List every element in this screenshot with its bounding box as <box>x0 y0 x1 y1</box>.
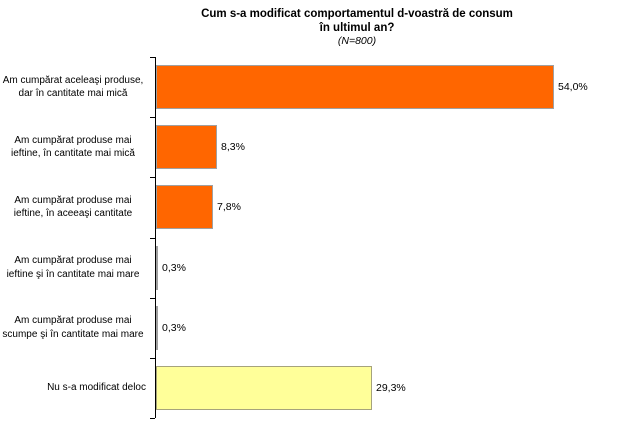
chart-title-line-1: Cum s-a modificat comportamentul d-voast… <box>201 8 513 20</box>
chart-row: Am cumpărat produse mai ieftine, în acee… <box>0 177 624 237</box>
value-label: 7,8% <box>217 201 241 214</box>
bar-cell: 7,8% <box>155 177 624 237</box>
chart-row: Nu s-a modificat deloc 29,3% <box>0 358 624 418</box>
axis-tick <box>150 177 155 178</box>
category-label-cell: Am cumpărat produse mai scumpe şi în can… <box>0 298 155 358</box>
bar-cell: 8,3% <box>155 117 624 177</box>
category-label: Am cumpărat produse mai scumpe şi în can… <box>2 315 144 340</box>
chart-row: Am cumpărat aceleaşi produse, dar în can… <box>0 57 624 117</box>
bar <box>156 185 213 230</box>
category-axis-line <box>155 57 156 418</box>
value-label: 8,3% <box>221 141 245 154</box>
axis-tick <box>150 117 155 118</box>
chart-row: Am cumpărat produse mai ieftine, în cant… <box>0 117 624 177</box>
category-label-cell: Am cumpărat aceleaşi produse, dar în can… <box>0 57 155 117</box>
bar <box>156 65 554 110</box>
category-label-cell: Am cumpărat produse mai ieftine, în acee… <box>0 177 155 237</box>
chart-title-block: Cum s-a modificat comportamentul d-voast… <box>90 7 624 48</box>
bar-cell: 0,3% <box>155 298 624 358</box>
value-label: 0,3% <box>162 321 186 334</box>
category-label: Nu s-a modificat deloc <box>47 382 146 394</box>
value-label: 0,3% <box>162 261 186 274</box>
chart-title-line-2: în ultimul an? <box>319 22 395 34</box>
axis-tick <box>150 418 155 419</box>
axis-tick <box>150 298 155 299</box>
bar-cell: 54,0% <box>155 57 624 117</box>
axis-tick <box>150 358 155 359</box>
axis-tick <box>150 57 155 58</box>
chart-row: Am cumpărat produse mai ieftine şi în ca… <box>0 237 624 297</box>
category-label-cell: Am cumpărat produse mai ieftine şi în ca… <box>0 237 155 297</box>
plot-area: Am cumpărat aceleaşi produse, dar în can… <box>0 57 624 418</box>
bar <box>156 365 372 410</box>
value-label: 29,3% <box>376 381 406 394</box>
category-label: Am cumpărat produse mai ieftine, în cant… <box>11 134 135 160</box>
chart-row: Am cumpărat produse mai scumpe şi în can… <box>0 298 624 358</box>
category-label-cell: Nu s-a modificat deloc <box>0 358 155 418</box>
category-label: Am cumpărat produse mai ieftine, în acee… <box>13 194 133 220</box>
bar-cell: 0,3% <box>155 237 624 297</box>
category-label: Am cumpărat produse mai ieftine şi în ca… <box>6 255 140 280</box>
axis-tick <box>150 238 155 239</box>
category-label-cell: Am cumpărat produse mai ieftine, în cant… <box>0 117 155 177</box>
bar <box>156 245 158 290</box>
chart-subtitle-sample-size: (N=800) <box>337 35 377 47</box>
bar <box>156 125 217 170</box>
category-label: Am cumpărat aceleaşi produse, dar în can… <box>2 74 144 100</box>
bar <box>156 305 158 350</box>
value-label: 54,0% <box>558 81 588 94</box>
bar-cell: 29,3% <box>155 358 624 418</box>
